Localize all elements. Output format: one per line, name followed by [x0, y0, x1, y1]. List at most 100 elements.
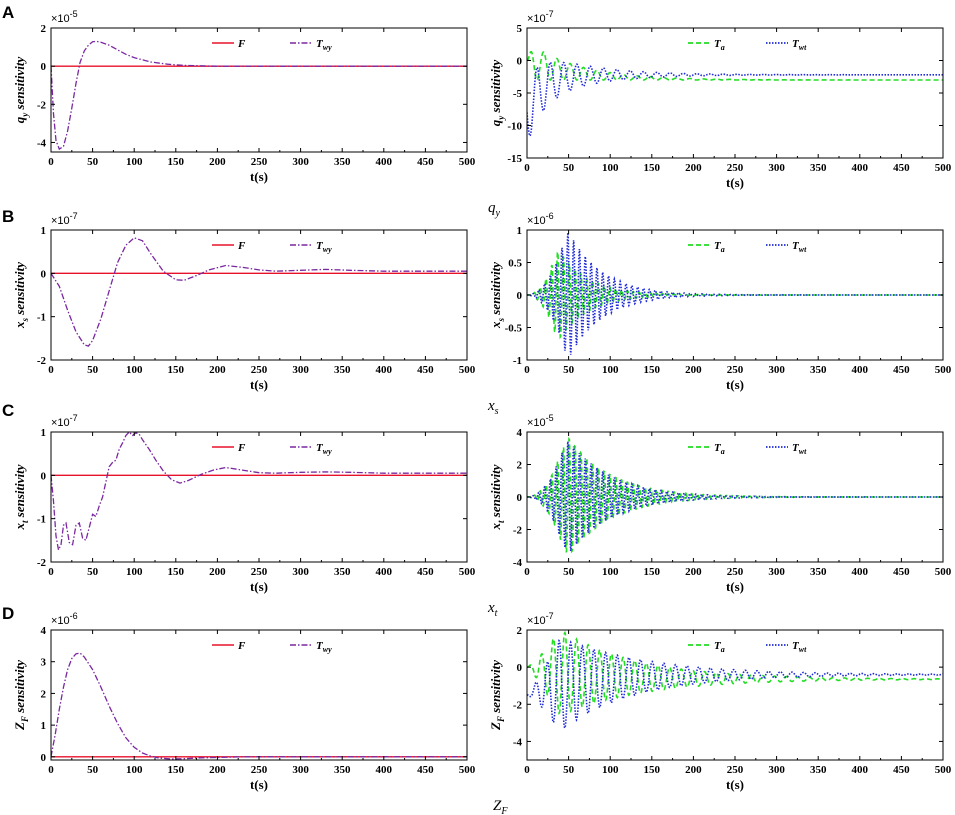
legend-label-Twt: Twt: [792, 38, 807, 52]
y-axis-label: ZF sensitivity: [12, 660, 30, 731]
x-tick-label: 300: [292, 566, 309, 578]
y-tick-label: 2: [517, 460, 523, 472]
x-tick-label: 400: [376, 156, 393, 168]
x-tick-label: 400: [376, 566, 393, 578]
x-tick-label: 400: [852, 764, 869, 776]
x-tick-label: 50: [563, 162, 575, 174]
x-tick-label: 0: [524, 764, 530, 776]
x-tick-label: 200: [685, 566, 702, 578]
plot-frame: [50, 629, 468, 761]
x-tick-label: 250: [251, 764, 268, 776]
x-axis-label: t(s): [726, 175, 744, 190]
legend-label-F: F: [237, 240, 246, 252]
series-line-Ta: [527, 50, 943, 82]
x-tick-label: 250: [727, 364, 744, 376]
x-tick-label: 200: [209, 364, 226, 376]
legend-label-Twt: Twt: [792, 640, 807, 654]
chart-B-left: 0 50 100 150 200 250 300 350 400 450 500 -2 -1 0 1 t(s)…: [12, 211, 476, 392]
x-axis-label: t(s): [726, 579, 744, 594]
y-tick-label: 4: [517, 427, 523, 439]
y-tick-label: -10: [507, 121, 522, 133]
x-tick-label: 250: [251, 566, 268, 578]
x-tick-label: 50: [87, 566, 99, 578]
exponent-label: ×10-7: [51, 413, 78, 429]
legend-label-Ta: Ta: [714, 640, 725, 654]
y-tick-label: -1: [513, 355, 522, 367]
y-tick-label: -4: [37, 137, 47, 149]
x-tick-label: 350: [334, 156, 351, 168]
x-tick-label: 100: [602, 566, 619, 578]
x-tick-label: 150: [168, 364, 185, 376]
x-tick-label: 400: [852, 364, 869, 376]
x-tick-label: 0: [48, 156, 54, 168]
y-tick-label: 4: [41, 625, 47, 637]
y-tick-label: -2: [37, 99, 47, 111]
y-tick-label: -4: [513, 736, 523, 748]
x-tick-label: 400: [852, 162, 869, 174]
exponent-label: ×10-6: [51, 611, 78, 627]
x-tick-label: 350: [810, 162, 827, 174]
series-line-Twt: [527, 232, 943, 355]
x-tick-label: 450: [417, 764, 434, 776]
y-tick-label: 0.5: [508, 258, 522, 270]
legend-label-F: F: [237, 640, 246, 652]
x-tick-label: 350: [334, 364, 351, 376]
x-tick-label: 400: [376, 364, 393, 376]
legend-label-Ta: Ta: [714, 442, 725, 456]
y-tick-label: 1: [41, 427, 47, 439]
x-tick-label: 300: [768, 566, 785, 578]
y-tick-label: 0: [41, 61, 47, 73]
x-tick-label: 250: [727, 162, 744, 174]
legend-label-Twy: Twy: [316, 442, 332, 456]
x-tick-label: 200: [209, 566, 226, 578]
x-tick-label: 350: [334, 566, 351, 578]
x-tick-label: 50: [87, 156, 99, 168]
x-tick-label: 500: [459, 156, 476, 168]
series-line-Twy: [51, 432, 467, 552]
x-tick-label: 500: [459, 566, 476, 578]
x-tick-label: 450: [417, 364, 434, 376]
y-tick-label: 2: [517, 625, 523, 637]
x-tick-label: 50: [87, 764, 99, 776]
y-tick-label: 0: [517, 492, 523, 504]
x-axis-label: t(s): [726, 777, 744, 792]
y-axis-label: xs sensitivity: [12, 262, 30, 329]
exponent-label: ×10-7: [527, 611, 554, 627]
x-tick-label: 400: [376, 764, 393, 776]
series-line-Twy: [51, 237, 467, 347]
panel-letter-c: C: [2, 401, 14, 420]
y-tick-label: 0: [41, 752, 47, 764]
x-tick-label: 0: [524, 364, 530, 376]
y-tick-label: -2: [37, 557, 47, 569]
x-tick-label: 0: [48, 364, 54, 376]
y-tick-label: -2: [513, 525, 523, 537]
x-tick-label: 450: [893, 364, 910, 376]
x-tick-label: 200: [685, 364, 702, 376]
x-tick-label: 0: [524, 566, 530, 578]
caption-xs: xs: [487, 398, 499, 417]
x-tick-label: 500: [935, 364, 952, 376]
y-axis-label: xt sensitivity: [12, 464, 30, 530]
y-tick-label: 1: [41, 225, 47, 237]
y-axis-label: ZF sensitivity: [488, 660, 506, 731]
x-tick-label: 0: [48, 566, 54, 578]
x-tick-label: 250: [727, 764, 744, 776]
x-tick-label: 200: [685, 764, 702, 776]
x-tick-label: 100: [126, 764, 143, 776]
y-tick-label: -0.5: [505, 323, 523, 335]
x-tick-label: 200: [209, 156, 226, 168]
x-tick-label: 150: [644, 364, 661, 376]
legend-label-F: F: [237, 442, 246, 454]
x-tick-label: 500: [459, 764, 476, 776]
y-axis-label: qy sensitivity: [488, 60, 506, 127]
x-tick-label: 100: [602, 162, 619, 174]
exponent-label: ×10-5: [51, 9, 78, 25]
x-tick-label: 500: [935, 764, 952, 776]
x-tick-label: 250: [251, 364, 268, 376]
x-tick-label: 300: [292, 156, 309, 168]
caption-xt: xt: [487, 600, 498, 619]
x-tick-label: 50: [563, 566, 575, 578]
caption-qy: qy: [488, 200, 501, 219]
x-tick-label: 150: [168, 764, 185, 776]
